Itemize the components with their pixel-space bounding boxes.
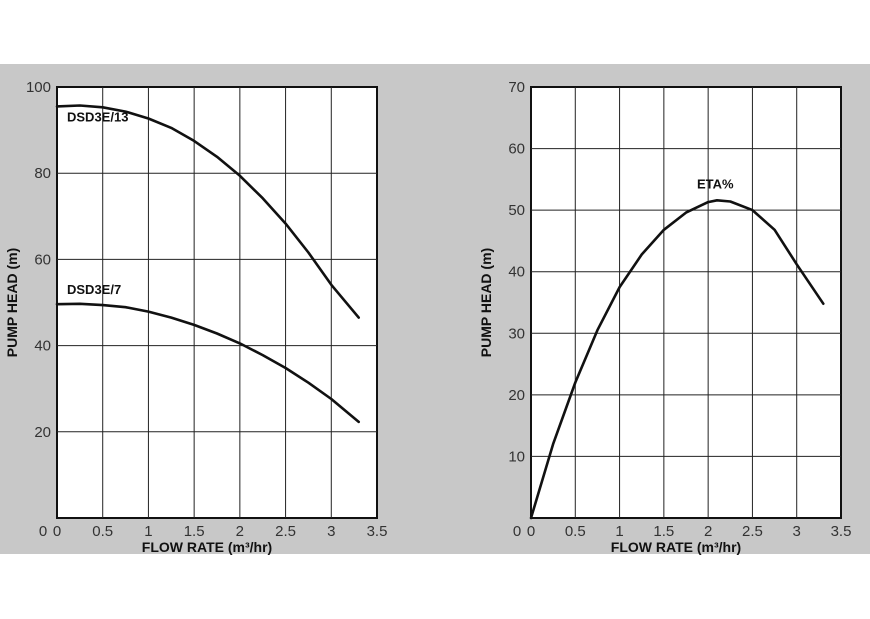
x-axis-title: FLOW RATE (m³/hr) [611,539,741,555]
x-tick-label: 1.5 [653,523,674,540]
y-tick-label: 60 [34,251,51,268]
y-tick-label: 60 [508,141,525,158]
series-label: DSD3E/13 [67,109,128,124]
y-tick-label: 20 [508,387,525,404]
series-label: DSD3E/7 [67,282,121,297]
y-tick-label: 80 [34,165,51,182]
x-tick-label: 0.5 [565,523,586,540]
x-tick-label: 0.5 [92,523,113,540]
x-tick-label: 2 [704,523,712,540]
x-tick-label: 1 [144,523,152,540]
x-tick-label: 0 [527,523,535,540]
x-tick-label: 2.5 [742,523,763,540]
series-line-eta- [529,199,825,520]
y-tick-label: 10 [508,448,525,465]
series-line-dsd3e-13 [55,104,361,319]
x-tick-label: 3 [793,523,801,540]
y-tick-label: 50 [508,202,525,219]
origin-tick-label: 0 [39,523,47,540]
y-tick-label: 40 [508,264,525,281]
chart-pump-head-curves: 0 0.5 1 1.5 2 2.5 3 3.5 20 40 60 80 100 0 FLOW RATE (m… [4,79,387,555]
y-axis-title: PUMP HEAD (m) [4,248,20,357]
x-tick-label: 2 [236,523,244,540]
origin-tick-label: 0 [513,523,521,540]
x-tick-label: 1 [615,523,623,540]
series-line-dsd3e-7 [55,302,361,424]
y-axis-title: PUMP HEAD (m) [478,248,494,357]
plot-area [56,86,378,519]
y-tick-label: 100 [26,79,51,96]
y-tick-label: 70 [508,79,525,96]
y-tick-label: 40 [34,338,51,355]
x-tick-label: 3.5 [831,523,852,540]
x-tick-label: 3 [327,523,335,540]
chart-efficiency-curve: 0 0.5 1 1.5 2 2.5 3 3.5 10 20 30 40 50 60 70 0 FLOW RATE… [478,79,851,555]
plot-area [530,86,842,519]
series-label: ETA% [697,176,734,191]
x-tick-label: 1.5 [184,523,205,540]
x-axis-title: FLOW RATE (m³/hr) [142,539,272,555]
y-tick-label: 30 [508,325,525,342]
x-tick-label: 0 [53,523,61,540]
y-tick-label: 20 [34,424,51,441]
x-tick-label: 2.5 [275,523,296,540]
x-tick-label: 3.5 [367,523,388,540]
